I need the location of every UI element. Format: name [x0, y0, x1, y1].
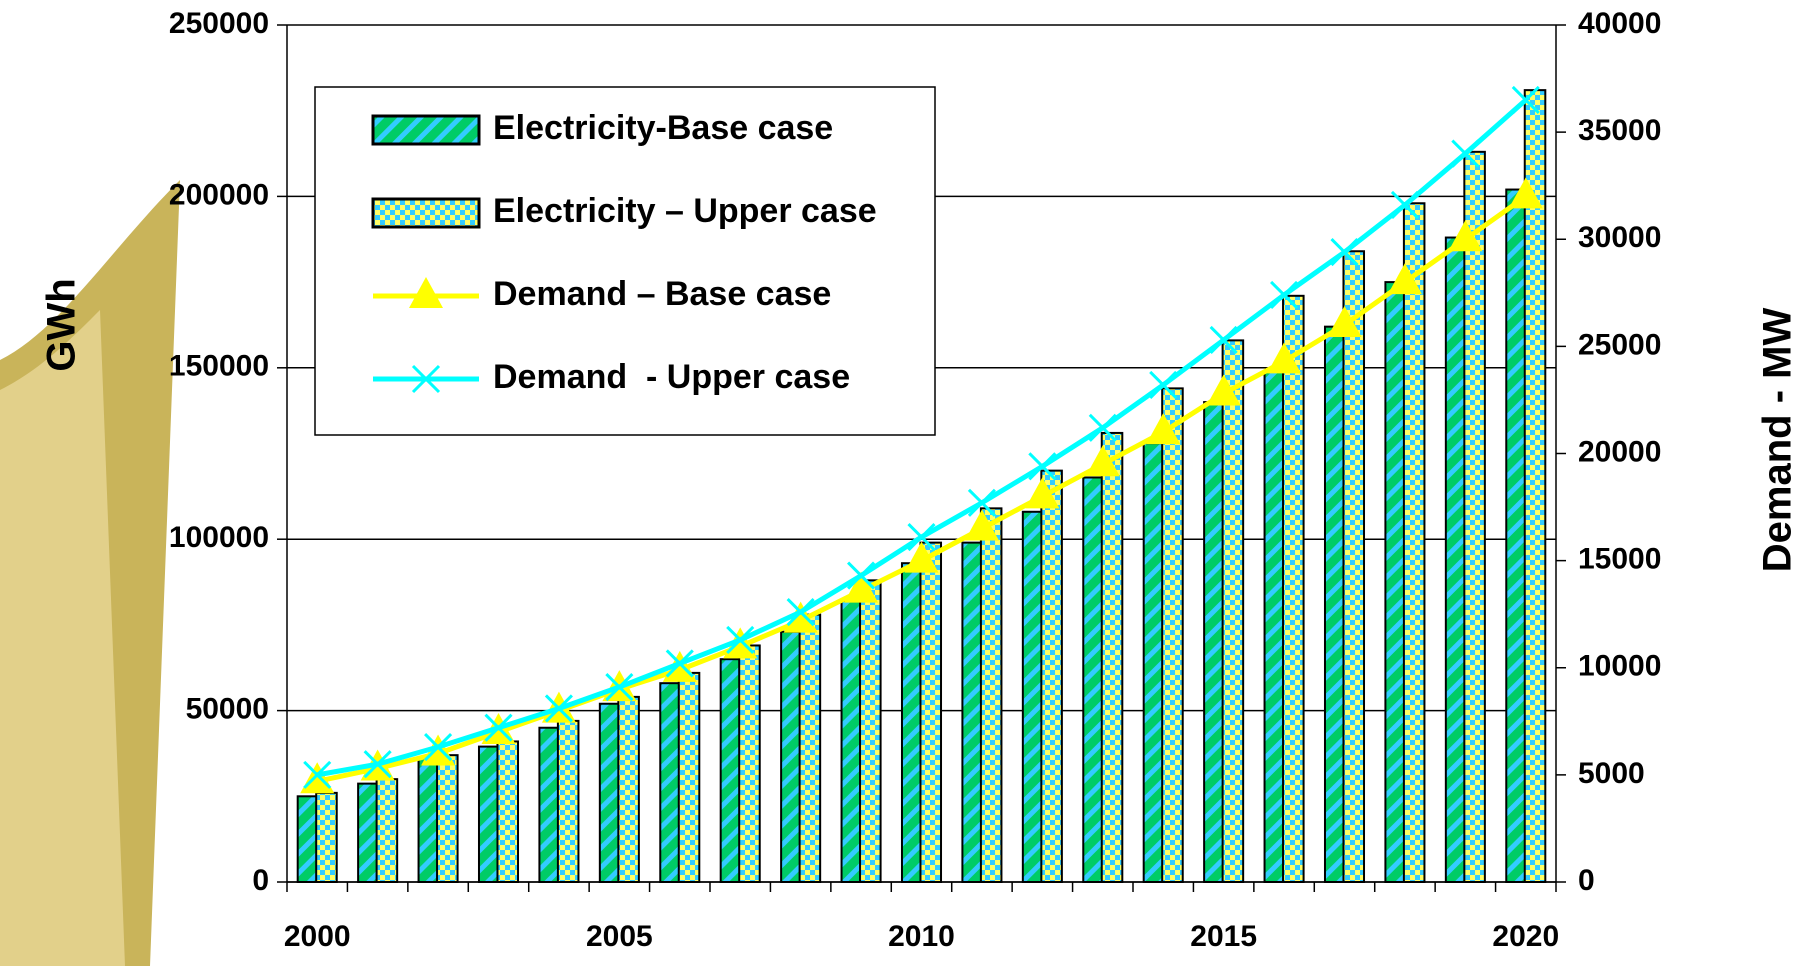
bar: [618, 697, 639, 882]
bar: [800, 615, 821, 882]
bar: [679, 673, 700, 882]
y2-tick-label: 35000: [1578, 114, 1661, 147]
bar: [1343, 251, 1364, 882]
bar: [1464, 152, 1485, 882]
bar: [1023, 512, 1044, 882]
bar: [1162, 388, 1183, 882]
bar: [316, 793, 337, 882]
bar: [781, 632, 802, 882]
bar: [1102, 433, 1123, 882]
y2-tick-label: 0: [1578, 864, 1595, 897]
bar: [539, 728, 560, 882]
x-tick-label: 2020: [1492, 920, 1559, 953]
bar: [1041, 471, 1062, 882]
y2-tick-label: 40000: [1578, 7, 1661, 40]
y-tick-label: 150000: [169, 350, 269, 383]
bar: [479, 747, 500, 882]
y-tick-label: 0: [252, 864, 269, 897]
y-tick-label: 50000: [186, 693, 269, 726]
bar: [358, 784, 379, 882]
bar: [558, 721, 579, 882]
bar: [1385, 282, 1406, 882]
legend-label: Electricity-Base case: [493, 109, 833, 147]
y-axis-title: GWh: [40, 278, 84, 371]
bar: [860, 580, 881, 882]
y2-tick-label: 30000: [1578, 221, 1661, 254]
legend-swatch: [373, 116, 479, 144]
bar: [298, 796, 319, 882]
bar: [721, 659, 742, 882]
bar: [600, 704, 621, 882]
bar: [419, 759, 440, 882]
bar: [1223, 340, 1244, 882]
bar: [920, 543, 941, 882]
bar: [962, 543, 983, 882]
y-tick-label: 250000: [169, 7, 269, 40]
bar: [902, 563, 923, 882]
bar: [437, 755, 458, 882]
legend-label: Electricity – Upper case: [493, 192, 877, 230]
bar: [842, 601, 863, 882]
bar: [1446, 238, 1467, 882]
bar: [1525, 90, 1546, 882]
chart: GWh Demand - MW 050000100000150000200000…: [0, 0, 1805, 966]
bar: [1404, 203, 1425, 882]
legend-label: Demand - Upper case: [493, 358, 850, 396]
bar: [1325, 327, 1346, 882]
bar: [981, 508, 1002, 882]
bar: [1265, 371, 1286, 882]
y2-tick-label: 25000: [1578, 328, 1661, 361]
x-tick-label: 2005: [586, 920, 653, 953]
x-tick-label: 2000: [284, 920, 351, 953]
legend: Electricity-Base case Electricity – Upper…: [315, 87, 935, 435]
bar: [497, 741, 518, 882]
bar: [660, 683, 681, 882]
y2-tick-label: 20000: [1578, 435, 1661, 468]
legend-swatch: [373, 199, 479, 227]
bar: [1283, 296, 1304, 882]
legend-label: Demand – Base case: [493, 275, 831, 313]
x-tick-label: 2010: [888, 920, 955, 953]
y2-axis-title: Demand - MW: [1756, 308, 1800, 573]
bar: [1506, 190, 1527, 882]
bar: [739, 645, 760, 882]
y2-tick-label: 10000: [1578, 650, 1661, 683]
y2-tick-label: 15000: [1578, 543, 1661, 576]
bar: [1144, 443, 1165, 882]
y-tick-label: 200000: [169, 178, 269, 211]
bar: [377, 779, 398, 882]
bar: [1204, 402, 1225, 882]
bar: [1083, 477, 1104, 882]
x-tick-label: 2015: [1190, 920, 1257, 953]
y2-tick-label: 5000: [1578, 757, 1645, 790]
y-tick-label: 100000: [169, 521, 269, 554]
